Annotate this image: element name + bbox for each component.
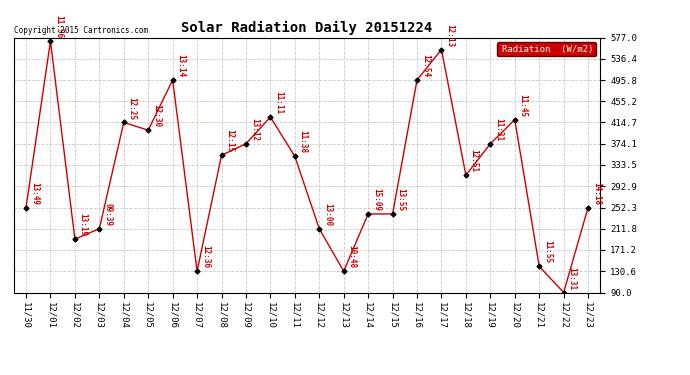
Legend: Radiation  (W/m2): Radiation (W/m2) <box>497 42 595 56</box>
Text: 12:25: 12:25 <box>128 97 137 120</box>
Text: 13:19: 13:19 <box>79 213 88 236</box>
Text: 11:55: 11:55 <box>543 240 552 264</box>
Text: 12:54: 12:54 <box>421 54 430 77</box>
Text: 11:11: 11:11 <box>274 91 283 114</box>
Text: Copyright 2015 Cartronics.com: Copyright 2015 Cartronics.com <box>14 26 148 35</box>
Text: 12:15: 12:15 <box>226 129 235 153</box>
Text: 13:14: 13:14 <box>177 54 186 77</box>
Text: 13:00: 13:00 <box>323 203 332 226</box>
Text: 13:49: 13:49 <box>30 182 39 205</box>
Text: 13:12: 13:12 <box>250 118 259 141</box>
Text: 12:51: 12:51 <box>470 149 479 172</box>
Text: 15:09: 15:09 <box>372 188 381 211</box>
Text: 12:36: 12:36 <box>201 245 210 268</box>
Text: 11:45: 11:45 <box>519 94 528 117</box>
Text: 12:13: 12:13 <box>445 24 454 47</box>
Text: 13:31: 13:31 <box>567 267 576 290</box>
Text: 13:55: 13:55 <box>397 188 406 211</box>
Text: 11:38: 11:38 <box>299 130 308 154</box>
Text: 11:56: 11:56 <box>55 15 63 38</box>
Text: 09:39: 09:39 <box>104 203 112 226</box>
Text: 10:48: 10:48 <box>348 245 357 268</box>
Title: Solar Radiation Daily 20151224: Solar Radiation Daily 20151224 <box>181 21 433 35</box>
Text: 11:31: 11:31 <box>494 118 503 141</box>
Text: 14:18: 14:18 <box>592 182 601 205</box>
Text: 12:30: 12:30 <box>152 104 161 128</box>
